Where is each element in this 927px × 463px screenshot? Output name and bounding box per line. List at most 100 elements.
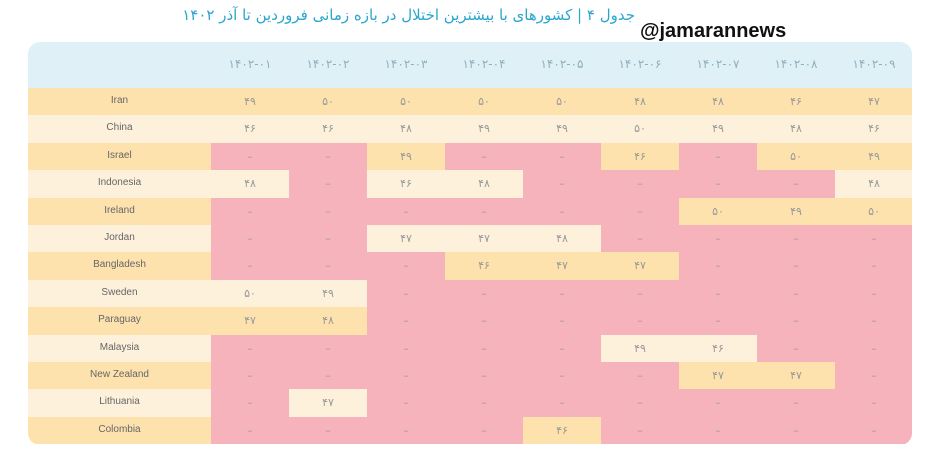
country-label: Bangladesh: [93, 259, 146, 271]
table-cell: –: [211, 334, 289, 362]
table-cell: –: [523, 334, 601, 362]
table-cell: –: [679, 142, 757, 171]
table-cell: –: [445, 307, 523, 335]
column-header: ۱۴۰۲-۰۴: [462, 57, 506, 71]
table-cell: ۴۶: [712, 341, 724, 355]
table-cell: –: [757, 389, 835, 417]
table-row: Lithuania –۴۷– – – – – – –: [28, 389, 912, 417]
table-cell: ۴۶: [244, 122, 256, 136]
column-header: ۱۴۰۲-۰۵: [540, 57, 584, 71]
table-cell: ۴۶: [400, 177, 412, 191]
table-cell: –: [445, 416, 523, 445]
table-row: Indonesia ۴۸–۴۶ ۴۸– – – –۴۸: [28, 170, 912, 198]
table-cell: –: [835, 416, 912, 445]
table-cell: –: [601, 362, 679, 390]
table-cell: –: [757, 279, 835, 308]
column-header: ۱۴۰۲-۰۹: [852, 57, 896, 71]
table-cell: –: [601, 197, 679, 225]
table-cell: –: [211, 362, 289, 390]
table-cell: –: [367, 279, 445, 308]
table-cell: ۴۸: [790, 122, 802, 136]
table-cell: ۴۹: [868, 149, 880, 163]
country-label: Ireland: [104, 204, 135, 216]
table-cell: –: [835, 307, 912, 335]
table-row: Jordan – –۴۷ ۴۷ ۴۸– – – –: [28, 225, 912, 253]
table-cell: –: [523, 279, 601, 308]
table-cell: ۴۹: [244, 95, 256, 108]
table-cell: –: [757, 170, 835, 198]
table-cell: –: [523, 307, 601, 335]
table-cell: ۴۹: [400, 149, 412, 163]
table-cell: ۴۸: [478, 177, 490, 191]
column-header: ۱۴۰۲-۰۱: [228, 57, 272, 71]
table-cell: –: [601, 279, 679, 308]
table-row: New Zealand – – – – – –۴۷ ۴۷–: [28, 362, 912, 390]
table-cell: ۴۸: [322, 314, 334, 328]
table-cell: –: [367, 252, 445, 280]
table-cell: –: [211, 225, 289, 253]
table-cell: ۴۷: [868, 95, 880, 108]
table-row: Colombia – – – –۴۶– – – –: [28, 416, 912, 445]
table-cell: ۴۸: [712, 95, 724, 108]
table-cell: –: [835, 252, 912, 280]
table-cell: –: [289, 142, 367, 171]
table-cell: –: [211, 142, 289, 171]
table-cell: –: [601, 307, 679, 335]
table-cell: –: [367, 334, 445, 362]
table-cell: –: [367, 197, 445, 225]
table-cell: ۴۶: [556, 423, 568, 437]
table-cell: –: [445, 197, 523, 225]
table-cell: –: [445, 279, 523, 308]
watermark: @jamarannews: [640, 20, 787, 42]
table-row: China ۴۶ ۴۶ ۴۸ ۴۹ ۴۹ ۵۰ ۴۹ ۴۸ ۴۶: [28, 115, 912, 143]
table-cell: ۴۷: [322, 396, 334, 410]
table-row: Paraguay ۴۷ ۴۸– – – – – – –: [28, 307, 912, 335]
table-cell: –: [445, 142, 523, 171]
table-cell: –: [289, 416, 367, 445]
table-row: Malaysia – – – – –۴۹ ۴۶– –: [28, 334, 912, 362]
table-cell: –: [679, 170, 757, 198]
table-cell: ۴۷: [244, 314, 256, 328]
table-cell: –: [679, 389, 757, 417]
table-cell: –: [757, 225, 835, 253]
table-row: Bangladesh – – –۴۶ ۴۷ ۴۷– – –: [28, 252, 912, 280]
table-cell: –: [679, 225, 757, 253]
table-cell: –: [835, 389, 912, 417]
table-cell: ۴۸: [400, 122, 412, 136]
country-label: Malaysia: [99, 341, 140, 353]
table-cell: –: [367, 362, 445, 390]
table-cell: ۵۰: [790, 149, 802, 163]
table-cell: –: [835, 225, 912, 253]
table-cell: ۴۹: [322, 286, 334, 300]
table-cell: –: [601, 225, 679, 253]
table-row: Ireland – – – – – –۵۰ ۴۹ ۵۰: [28, 197, 912, 225]
table-cell: ۴۷: [556, 259, 568, 273]
country-label: Lithuania: [99, 396, 140, 408]
table-cell: –: [211, 416, 289, 445]
table-cell: –: [835, 279, 912, 308]
country-label: New Zealand: [90, 369, 149, 380]
table-cell: –: [757, 334, 835, 362]
column-header: ۱۴۰۲-۰۶: [618, 57, 662, 71]
table-cell: –: [289, 170, 367, 198]
table-cell: ۵۰: [244, 286, 256, 300]
country-label: Iran: [110, 95, 129, 106]
country-label: Jordan: [104, 232, 135, 243]
table-cell: –: [289, 252, 367, 280]
table-cell: –: [523, 389, 601, 417]
table-cell: ۴۹: [712, 122, 724, 136]
table-cell: ۵۰: [712, 204, 724, 218]
table-cell: ۴۷: [712, 369, 724, 382]
table-cell: –: [367, 389, 445, 417]
table-cell: ۴۶: [322, 122, 334, 136]
table-cell: ۴۸: [634, 95, 646, 108]
table-cell: ۴۹: [634, 341, 646, 355]
table-cell: –: [211, 389, 289, 417]
table-cell: ۴۷: [790, 369, 802, 382]
table-cell: ۴۷: [400, 232, 412, 245]
table-cell: –: [367, 416, 445, 445]
table-cell: –: [679, 279, 757, 308]
table-cell: ۴۶: [790, 95, 802, 108]
table-cell: –: [523, 197, 601, 225]
